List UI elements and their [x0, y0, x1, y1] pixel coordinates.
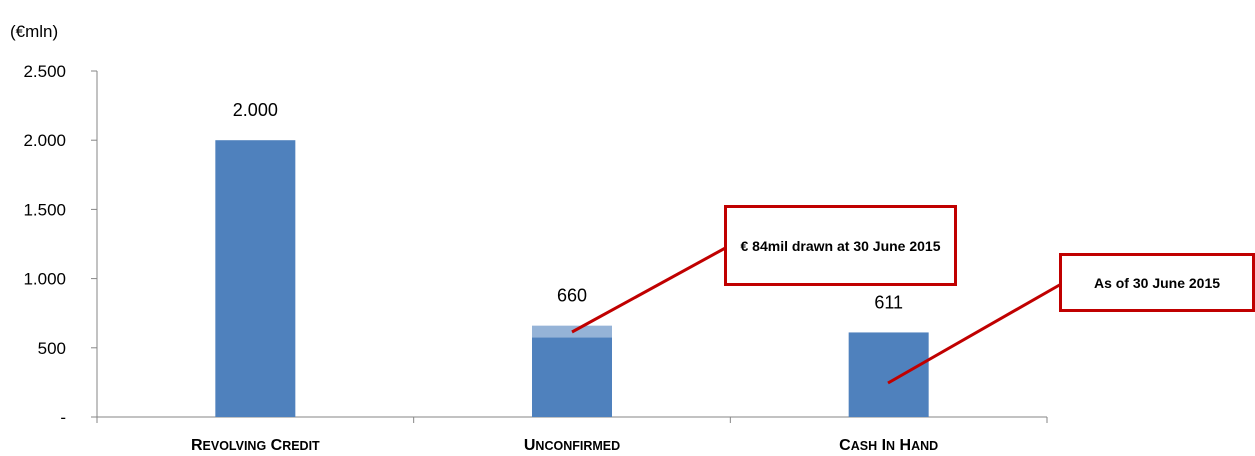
- data-labels: 2.000 660 611: [233, 100, 903, 312]
- y-unit-label: (€mln): [10, 22, 58, 41]
- callout-leader-lines: [571, 244, 1064, 385]
- leader-line-drawn-amount: [571, 244, 730, 334]
- category-label-revolving-credit: REVOLVING CREDIT: [191, 437, 320, 454]
- y-tick-label: -: [60, 408, 66, 427]
- data-label-unconfirmed: 660: [557, 286, 587, 306]
- bar-unconfirmed: [532, 337, 612, 417]
- x-axis: [96, 416, 1048, 423]
- category-label-unconfirmed: UNCONFIRMED: [524, 437, 620, 454]
- callout-drawn-amount: € 84mil drawn at 30 June 2015: [724, 205, 957, 286]
- bar-revolving-credit: [215, 140, 296, 417]
- y-tick-label: 500: [38, 339, 66, 358]
- category-label-cash-in-hand: CASH IN HAND: [839, 437, 938, 454]
- y-tick-label: 1.500: [23, 200, 66, 219]
- callout-as-of-date: As of 30 June 2015: [1059, 253, 1255, 312]
- y-tick-label: 2.000: [23, 131, 66, 150]
- category-labels: REVOLVING CREDIT UNCONFIRMED CASH IN HAND: [191, 437, 938, 454]
- bar-cash-in-hand: [848, 332, 929, 417]
- data-label-cash-in-hand: 611: [874, 292, 903, 312]
- data-label-revolving-credit: 2.000: [233, 100, 278, 120]
- leader-line-as-of-date: [887, 281, 1064, 385]
- y-axis: - 500 1.000 1.500 2.000 2.500: [23, 62, 98, 427]
- y-tick-label: 1.000: [23, 270, 66, 289]
- y-tick-label: 2.500: [23, 62, 66, 81]
